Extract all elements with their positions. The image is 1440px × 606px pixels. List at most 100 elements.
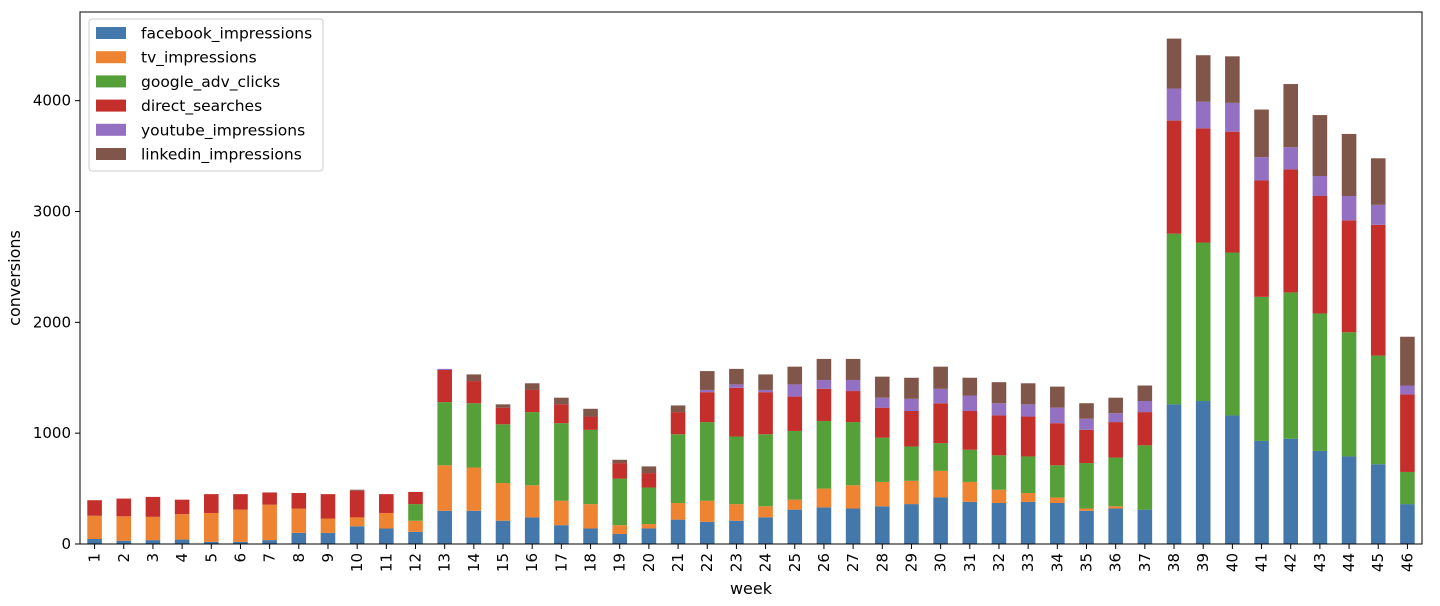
bar-week-22-facebook_impressions [699, 521, 715, 544]
bar-week-13-google_adv_clicks [437, 402, 452, 466]
bar-week-34-linkedin_impressions [1050, 386, 1065, 408]
bar-week-1-direct_searches [87, 500, 102, 516]
y-axis-label: conversions [5, 230, 24, 326]
bar-week-35-facebook_impressions [1079, 510, 1094, 544]
bar-week-29-direct_searches [904, 411, 919, 447]
bar-week-9-facebook_impressions [320, 532, 336, 544]
bar-week-14-google_adv_clicks [466, 403, 482, 468]
bar-week-11-direct_searches [379, 494, 394, 513]
bar-week-2-tv_impressions [116, 516, 132, 541]
bar-week-15-facebook_impressions [495, 520, 511, 544]
x-tick-label: 2 [115, 553, 133, 563]
x-tick-label: 28 [873, 553, 891, 572]
legend-swatch-youtube_impressions [96, 123, 126, 136]
legend: facebook_impressions tv_impressionsgoogle… [88, 18, 324, 172]
bar-week-38-youtube_impressions [1166, 88, 1182, 121]
legend-swatch-tv_impressions [96, 51, 126, 64]
bar-week-25-tv_impressions [787, 499, 803, 510]
bar-week-26-facebook_impressions [816, 507, 832, 544]
bar-week-35-google_adv_clicks [1079, 463, 1094, 509]
bar-week-31-linkedin_impressions [962, 377, 978, 396]
bar-week-20-facebook_impressions [641, 528, 657, 544]
bar-week-17-direct_searches [554, 404, 569, 424]
x-tick-label: 42 [1282, 553, 1300, 572]
bar-week-39-youtube_impressions [1195, 101, 1211, 129]
bar-week-26-linkedin_impressions [816, 358, 832, 380]
bar-week-22-direct_searches [699, 392, 715, 423]
bar-week-45-direct_searches [1370, 224, 1386, 356]
bar-week-5-direct_searches [203, 494, 219, 513]
x-tick-label: 34 [1048, 553, 1066, 572]
bar-week-30-linkedin_impressions [933, 366, 948, 389]
bar-week-44-facebook_impressions [1341, 456, 1357, 544]
bar-week-17-facebook_impressions [554, 525, 569, 544]
bar-week-12-google_adv_clicks [408, 504, 423, 521]
bar-week-33-direct_searches [1020, 416, 1036, 457]
bar-week-24-youtube_impressions [758, 389, 773, 393]
bar-week-6-direct_searches [233, 494, 248, 510]
bar-week-27-google_adv_clicks [845, 422, 861, 486]
legend-swatch-google_adv_clicks [96, 75, 126, 88]
bar-week-35-youtube_impressions [1079, 418, 1094, 430]
bar-week-32-google_adv_clicks [991, 455, 1007, 490]
bar-week-16-tv_impressions [524, 485, 540, 518]
bar-week-23-direct_searches [729, 387, 744, 437]
bar-week-13-direct_searches [437, 369, 452, 403]
bar-week-23-youtube_impressions [729, 384, 744, 388]
bar-week-27-tv_impressions [845, 485, 861, 509]
bar-week-8-facebook_impressions [291, 532, 307, 544]
legend-swatch-facebook_impressions [96, 27, 126, 39]
bar-week-18-linkedin_impressions [583, 408, 598, 417]
bar-week-37-linkedin_impressions [1137, 385, 1153, 402]
bar-week-41-google_adv_clicks [1254, 296, 1269, 441]
bar-week-40-direct_searches [1225, 131, 1240, 253]
bar-week-15-direct_searches [495, 407, 511, 425]
bar-week-32-direct_searches [991, 415, 1007, 456]
bar-week-24-direct_searches [758, 392, 773, 435]
bar-week-35-linkedin_impressions [1079, 403, 1094, 419]
x-tick-label: 29 [902, 553, 920, 572]
bar-week-15-linkedin_impressions [495, 404, 511, 408]
bar-week-41-linkedin_impressions [1254, 109, 1269, 158]
bar-week-13-tv_impressions [437, 465, 452, 511]
bar-week-5-tv_impressions [203, 512, 219, 542]
bar-week-28-direct_searches [874, 407, 890, 438]
bar-week-21-facebook_impressions [670, 519, 686, 544]
bar-week-21-tv_impressions [670, 502, 686, 520]
bar-week-33-google_adv_clicks [1020, 456, 1036, 494]
bar-week-19-facebook_impressions [612, 534, 628, 544]
bar-week-34-google_adv_clicks [1050, 465, 1065, 498]
bar-week-8-direct_searches [291, 493, 307, 509]
bar-week-7-facebook_impressions [262, 540, 277, 544]
x-tick-label: 43 [1311, 553, 1329, 572]
bar-week-32-linkedin_impressions [991, 382, 1007, 404]
bar-week-29-linkedin_impressions [904, 377, 919, 399]
x-tick-label: 15 [494, 553, 512, 572]
bar-week-3-facebook_impressions [145, 540, 161, 544]
bar-week-25-linkedin_impressions [787, 366, 803, 385]
x-tick-label: 22 [698, 553, 716, 572]
bar-week-3-tv_impressions [145, 516, 161, 541]
bar-week-18-facebook_impressions [583, 528, 598, 544]
legend-label-direct_searches: direct_searches [141, 97, 262, 116]
bar-week-29-tv_impressions [904, 480, 919, 505]
bar-week-41-facebook_impressions [1254, 440, 1269, 544]
bar-week-12-tv_impressions [408, 520, 423, 532]
y-tick-label: 1000 [33, 424, 71, 442]
bar-week-9-tv_impressions [320, 518, 336, 533]
bar-week-11-tv_impressions [379, 512, 394, 529]
bar-week-37-direct_searches [1137, 412, 1153, 446]
bar-week-23-google_adv_clicks [729, 436, 744, 505]
bar-week-25-youtube_impressions [787, 384, 803, 397]
bar-week-39-direct_searches [1195, 128, 1211, 243]
x-tick-label: 41 [1253, 553, 1271, 572]
x-tick-label: 9 [319, 553, 337, 563]
bar-week-16-linkedin_impressions [524, 383, 540, 390]
legend-swatch-linkedin_impressions [96, 148, 126, 160]
x-tick-label: 35 [1078, 553, 1096, 572]
bar-week-23-linkedin_impressions [729, 368, 744, 385]
x-tick-label: 12 [407, 553, 425, 572]
bar-week-14-linkedin_impressions [466, 374, 482, 382]
x-tick-label: 33 [1019, 553, 1037, 572]
